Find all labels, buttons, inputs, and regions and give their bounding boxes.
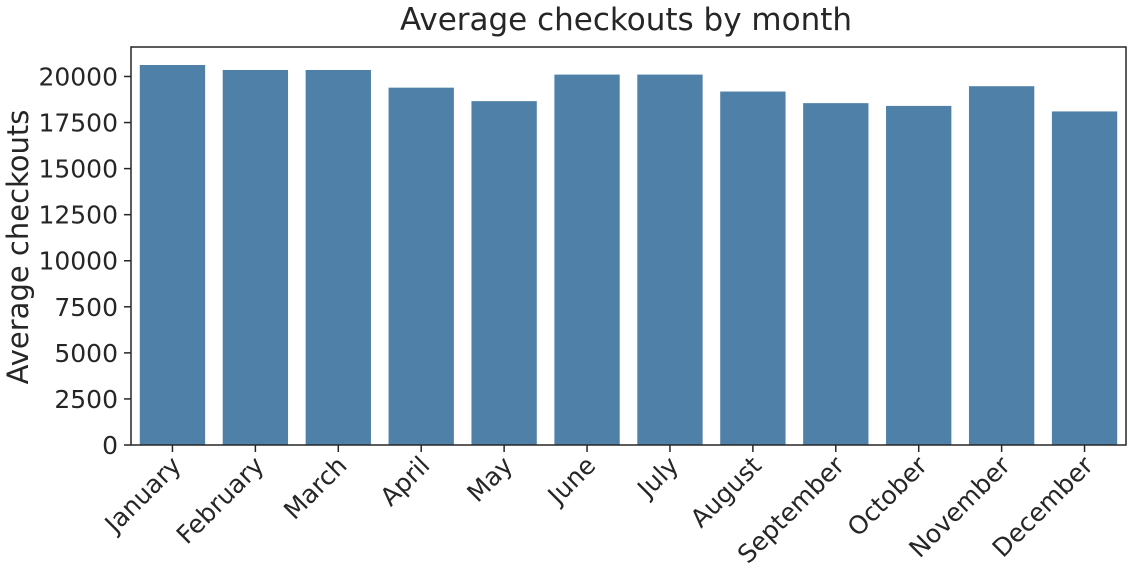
bar-february — [221, 68, 290, 446]
y-tick-label: 20000 — [38, 62, 118, 91]
y-axis: 0 2500 5000 7500 10000 12500 15000 17500 20000 — [38, 62, 131, 460]
x-tick-label-march: March — [278, 451, 352, 525]
chart-title: Average checkouts by month — [400, 2, 852, 38]
bar-october — [885, 104, 953, 446]
bar-may — [470, 100, 538, 446]
x-tick-label-august: August — [685, 451, 768, 534]
bar-june — [553, 73, 621, 446]
x-tick-label-june: June — [541, 451, 601, 511]
bar-april — [387, 86, 455, 446]
bars-group — [138, 64, 1119, 446]
y-tick-label: 5000 — [54, 339, 118, 368]
y-tick-label: 0 — [102, 431, 118, 460]
bar-november — [967, 85, 1036, 446]
x-tick-label-february: February — [171, 451, 270, 550]
bar-july — [636, 73, 704, 446]
bar-september — [802, 102, 870, 446]
bar-august — [719, 90, 787, 446]
x-tick-label-july: July — [630, 451, 684, 505]
bar-january — [138, 64, 207, 446]
y-tick-label: 15000 — [38, 155, 118, 184]
bar-march — [304, 68, 372, 446]
y-tick-label: 17500 — [38, 109, 118, 138]
y-tick-label: 10000 — [38, 247, 118, 276]
x-tick-label-april: April — [375, 451, 436, 512]
y-tick-label: 12500 — [38, 201, 118, 230]
y-axis-label: Average checkouts — [1, 110, 35, 385]
y-tick-label: 7500 — [54, 293, 118, 322]
y-tick-label: 2500 — [54, 385, 118, 414]
bar-december — [1050, 110, 1119, 446]
plot-frame — [130, 46, 1127, 446]
x-tick-label-may: May — [461, 451, 518, 508]
